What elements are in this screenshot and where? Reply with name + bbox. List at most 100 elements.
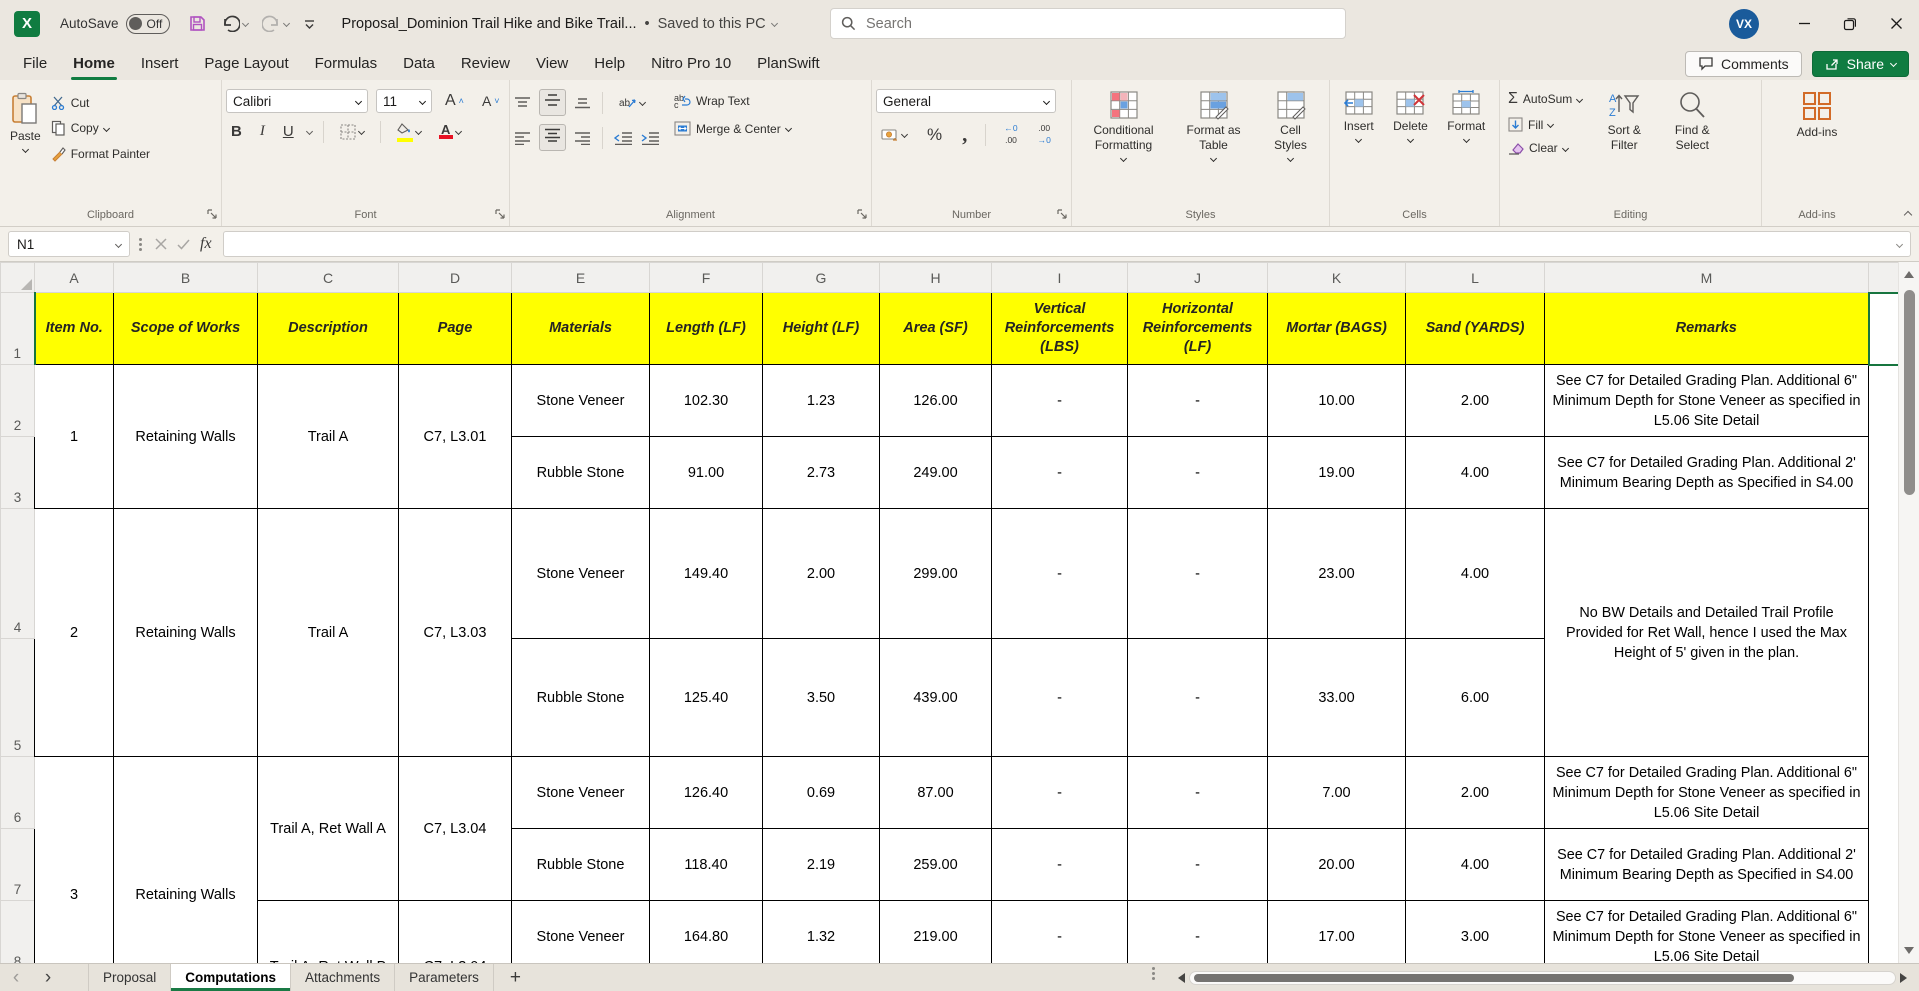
- cell-mortar[interactable]: 10.00: [1267, 364, 1406, 437]
- cell-length[interactable]: 164.80: [649, 900, 763, 963]
- restore-button[interactable]: [1827, 0, 1873, 47]
- cell-height[interactable]: 1.23: [762, 364, 880, 437]
- cell-remarks[interactable]: See C7 for Detailed Grading Plan. Additi…: [1544, 436, 1869, 509]
- cell-page-3a[interactable]: C7, L3.04: [398, 756, 512, 901]
- cell-height[interactable]: 2.19: [762, 828, 880, 901]
- cell-page-3b[interactable]: C7, L3.04: [398, 900, 512, 963]
- undo-button[interactable]: [221, 15, 249, 32]
- close-button[interactable]: [1873, 0, 1919, 47]
- borders-button[interactable]: [335, 123, 369, 141]
- cell-sand[interactable]: 4.00: [1405, 828, 1545, 901]
- cell-item-2[interactable]: 2: [34, 508, 114, 757]
- tab-planswift[interactable]: PlanSwift: [757, 55, 820, 72]
- tab-review[interactable]: Review: [460, 55, 511, 72]
- sheet-tab-proposal[interactable]: Proposal: [88, 964, 172, 991]
- sheet-tab-parameters[interactable]: Parameters: [395, 964, 494, 991]
- cell-horizontal[interactable]: -: [1127, 828, 1268, 901]
- increase-font-button[interactable]: A ˄: [445, 92, 464, 109]
- cell-material[interactable]: Rubble Stone: [511, 828, 650, 901]
- column-header-l[interactable]: L: [1405, 262, 1545, 293]
- cell-mortar[interactable]: 20.00: [1267, 828, 1406, 901]
- column-header-m[interactable]: M: [1544, 262, 1869, 293]
- format-painter-button[interactable]: Format Painter: [47, 144, 154, 164]
- cell-horizontal[interactable]: -: [1127, 756, 1268, 829]
- autosave-control[interactable]: AutoSave Off: [60, 13, 170, 34]
- sheet-nav-prev-icon[interactable]: ‹: [12, 966, 20, 988]
- cell-area[interactable]: 439.00: [879, 638, 992, 757]
- number-dialog-launcher[interactable]: [1057, 209, 1068, 220]
- horizontal-scrollbar[interactable]: [1178, 968, 1907, 988]
- undo-menu-chevron-icon[interactable]: [241, 19, 249, 28]
- accounting-format-button[interactable]: [876, 127, 912, 143]
- name-box[interactable]: N1: [8, 231, 130, 257]
- cell-horizontal[interactable]: -: [1127, 900, 1268, 963]
- column-header-g[interactable]: G: [762, 262, 880, 293]
- cell-area[interactable]: 87.00: [879, 756, 992, 829]
- column-header-n[interactable]: [1868, 262, 1899, 294]
- cell-material[interactable]: Stone Veneer: [511, 900, 650, 963]
- column-header-b[interactable]: B: [113, 262, 258, 293]
- cell-length[interactable]: 149.40: [649, 508, 763, 639]
- cell-item-1[interactable]: 1: [34, 364, 114, 509]
- document-title[interactable]: Proposal_Dominion Trail Hike and Bike Tr…: [341, 15, 637, 32]
- cell-page-2[interactable]: C7, L3.03: [398, 508, 512, 757]
- vertical-scrollbar[interactable]: [1898, 262, 1919, 963]
- row-header-1[interactable]: 1: [0, 292, 36, 365]
- find-select-button[interactable]: Find & Select: [1662, 88, 1722, 206]
- scroll-up-icon[interactable]: [1904, 271, 1914, 278]
- align-middle-button[interactable]: [539, 89, 566, 116]
- cell-vertical[interactable]: -: [991, 436, 1128, 509]
- comma-style-button[interactable]: ,: [962, 122, 968, 146]
- alignment-dialog-launcher[interactable]: [857, 209, 868, 220]
- horizontal-scrollbar-track[interactable]: [1189, 971, 1896, 985]
- vertical-scrollbar-thumb[interactable]: [1904, 290, 1915, 495]
- expand-formula-bar-icon[interactable]: [1895, 240, 1904, 248]
- format-cells-button[interactable]: Format: [1441, 88, 1491, 206]
- font-size-combo[interactable]: 11: [376, 89, 432, 113]
- formula-bar-separator[interactable]: [139, 242, 142, 246]
- cut-button[interactable]: Cut: [47, 94, 154, 112]
- cell-n6[interactable]: [1868, 756, 1899, 829]
- cell-m1[interactable]: Remarks: [1544, 292, 1869, 365]
- cell-scope-1[interactable]: Retaining Walls: [113, 364, 258, 509]
- cell-sand[interactable]: 4.00: [1405, 508, 1545, 639]
- autosum-button[interactable]: Σ AutoSum: [1504, 88, 1586, 110]
- cell-height[interactable]: 3.50: [762, 638, 880, 757]
- font-name-combo[interactable]: Calibri: [226, 89, 368, 113]
- comments-button[interactable]: Comments: [1684, 50, 1802, 77]
- scroll-left-icon[interactable]: [1178, 973, 1185, 983]
- font-dialog-launcher[interactable]: [495, 209, 506, 220]
- cell-horizontal[interactable]: -: [1127, 436, 1268, 509]
- cell-vertical[interactable]: -: [991, 508, 1128, 639]
- decrease-font-button[interactable]: A ˅: [481, 93, 500, 109]
- cell-mortar[interactable]: 19.00: [1267, 436, 1406, 509]
- cell-length[interactable]: 126.40: [649, 756, 763, 829]
- underline-button[interactable]: U: [282, 123, 294, 140]
- cell-vertical[interactable]: -: [991, 828, 1128, 901]
- cell-n3[interactable]: [1868, 436, 1899, 509]
- cell-a1[interactable]: Item No.: [34, 292, 114, 365]
- cell-c1[interactable]: Description: [257, 292, 399, 365]
- cell-item-3[interactable]: 3: [34, 756, 114, 963]
- cell-mortar[interactable]: 33.00: [1267, 638, 1406, 757]
- column-header-i[interactable]: I: [991, 262, 1128, 293]
- sheet-options-kebab-icon[interactable]: [1152, 972, 1155, 975]
- cell-k1[interactable]: Mortar (BAGS): [1267, 292, 1406, 365]
- excel-logo-icon[interactable]: X: [14, 10, 40, 37]
- cell-height[interactable]: 1.32: [762, 900, 880, 963]
- row-header-2[interactable]: 2: [0, 364, 35, 437]
- orientation-button[interactable]: ab: [614, 94, 650, 111]
- enter-icon[interactable]: [177, 239, 190, 250]
- cell-mortar[interactable]: 17.00: [1267, 900, 1406, 963]
- clipboard-dialog-launcher[interactable]: [207, 209, 218, 220]
- share-button[interactable]: Share: [1811, 50, 1909, 77]
- cell-g1[interactable]: Height (LF): [762, 292, 880, 365]
- account-avatar[interactable]: VX: [1729, 8, 1759, 39]
- cell-page-1[interactable]: C7, L3.01: [398, 364, 512, 509]
- row-header-8[interactable]: 8: [0, 900, 35, 963]
- cell-area[interactable]: 259.00: [879, 828, 992, 901]
- tab-file[interactable]: File: [23, 55, 48, 72]
- save-button[interactable]: [188, 14, 207, 33]
- fill-button[interactable]: Fill: [1504, 115, 1586, 134]
